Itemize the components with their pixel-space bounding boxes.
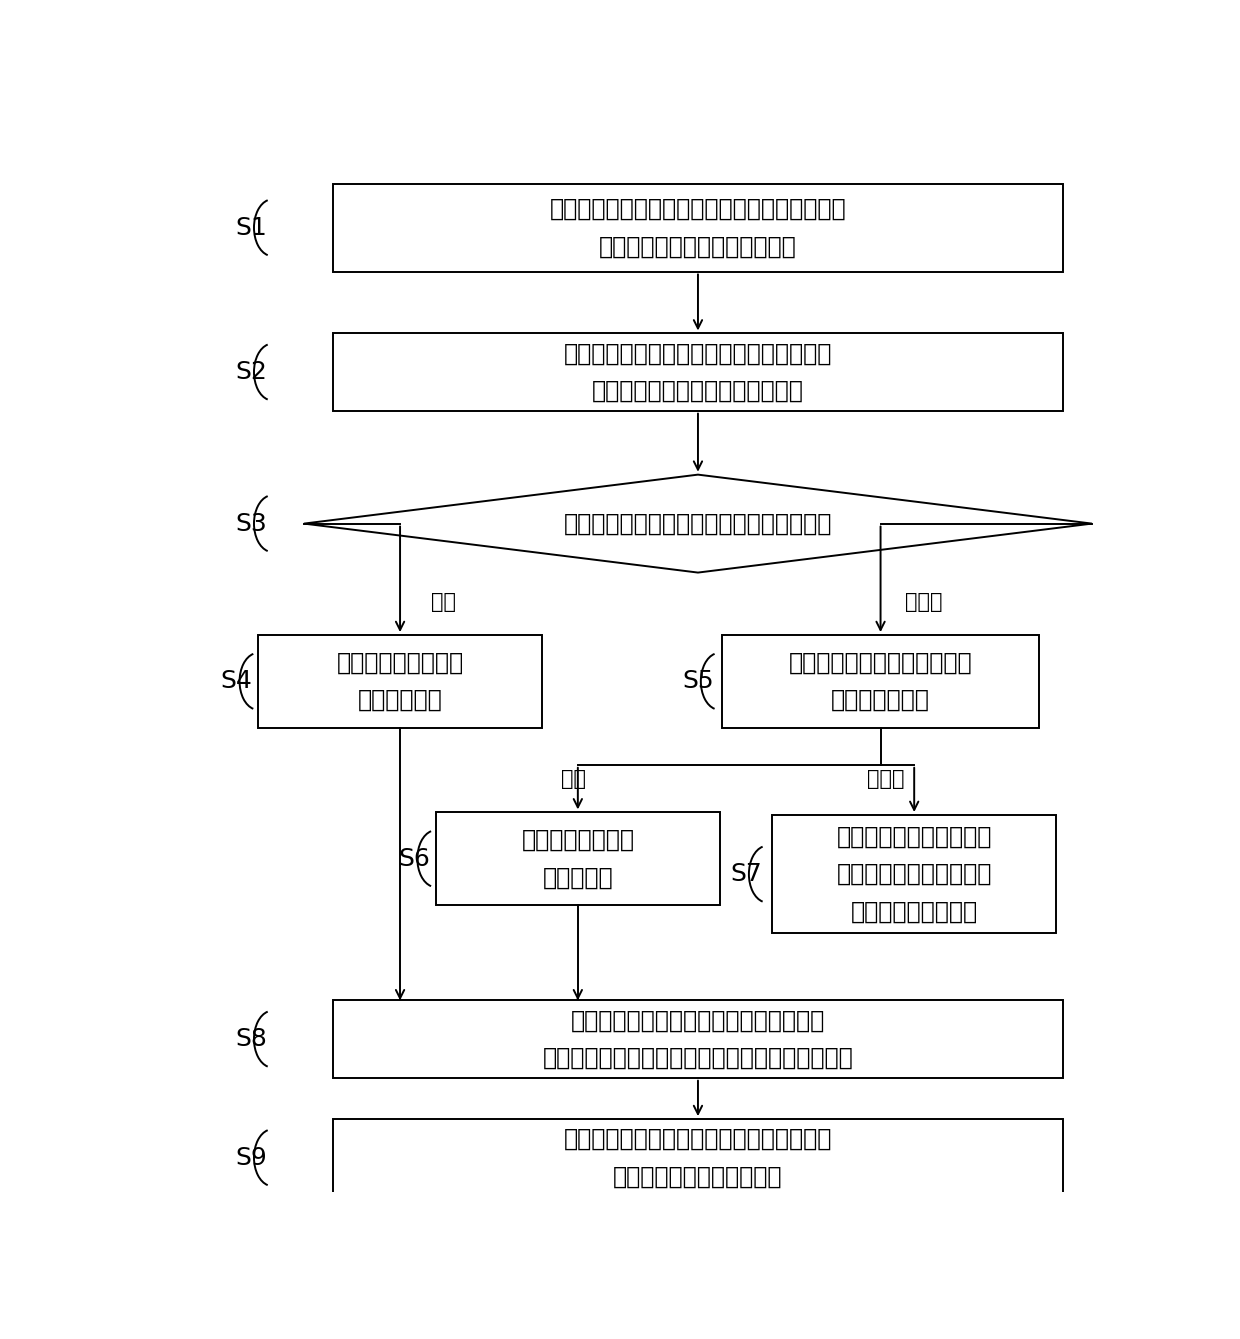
Text: 将真实峰值点作为
有效峰值点: 将真实峰值点作为 有效峰值点 bbox=[521, 828, 635, 889]
Text: S2: S2 bbox=[236, 360, 267, 384]
Bar bbox=[332, 1119, 1063, 1196]
Bar bbox=[722, 635, 1039, 727]
Text: 找到: 找到 bbox=[560, 770, 585, 789]
Text: 每个峰值点集合中是否包括高信噪比峰值点: 每个峰值点集合中是否包括高信噪比峰值点 bbox=[564, 511, 832, 536]
Bar bbox=[332, 333, 1063, 411]
Text: 不包括: 不包括 bbox=[905, 592, 942, 612]
Text: 未找到: 未找到 bbox=[867, 770, 904, 789]
Text: S6: S6 bbox=[398, 846, 430, 870]
Bar bbox=[773, 815, 1056, 933]
Text: S3: S3 bbox=[236, 511, 267, 536]
Text: S1: S1 bbox=[236, 216, 267, 240]
Text: S5: S5 bbox=[682, 670, 714, 694]
Text: S4: S4 bbox=[221, 670, 253, 694]
Polygon shape bbox=[304, 474, 1092, 573]
Text: S9: S9 bbox=[236, 1146, 267, 1170]
Bar bbox=[332, 1000, 1063, 1078]
Bar bbox=[332, 183, 1063, 272]
Bar bbox=[436, 813, 719, 905]
Text: 分别在每个信号序列的功率谱中查找峰值点
以获取每个信号序列的峰值点集合: 分别在每个信号序列的功率谱中查找峰值点 以获取每个信号序列的峰值点集合 bbox=[564, 341, 832, 403]
Text: 包括: 包括 bbox=[430, 592, 456, 612]
Text: S8: S8 bbox=[236, 1027, 267, 1051]
Text: 获取测风激光雷达在当前周期内以预设方式扫描
采集到的多个信号序列的功率谱: 获取测风激光雷达在当前周期内以预设方式扫描 采集到的多个信号序列的功率谱 bbox=[549, 197, 846, 258]
Text: 将高信噪比峰值点作
为有效峰值点: 将高信噪比峰值点作 为有效峰值点 bbox=[336, 651, 464, 712]
Text: S7: S7 bbox=[730, 862, 761, 886]
Bar bbox=[258, 635, 542, 727]
Text: 分别根据每个有效峰值点的频率坐标计算
其对应的信号序列的径向风速以获取径向风速矩阵: 分别根据每个有效峰值点的频率坐标计算 其对应的信号序列的径向风速以获取径向风速矩… bbox=[543, 1008, 853, 1070]
Text: 利用观测矩阵及径向风速矩阵进行风场反演
以获取当前周期的风速矢量: 利用观测矩阵及径向风速矩阵进行风场反演 以获取当前周期的风速矢量 bbox=[564, 1127, 832, 1188]
Text: 判定峰值点集合中不包括
有效峰值点并将对应的信
号序列标记为无效的: 判定峰值点集合中不包括 有效峰值点并将对应的信 号序列标记为无效的 bbox=[837, 825, 992, 924]
Text: 对峰值点集合进行跟踪关联以
寻找真实峰值点: 对峰值点集合进行跟踪关联以 寻找真实峰值点 bbox=[789, 651, 972, 712]
